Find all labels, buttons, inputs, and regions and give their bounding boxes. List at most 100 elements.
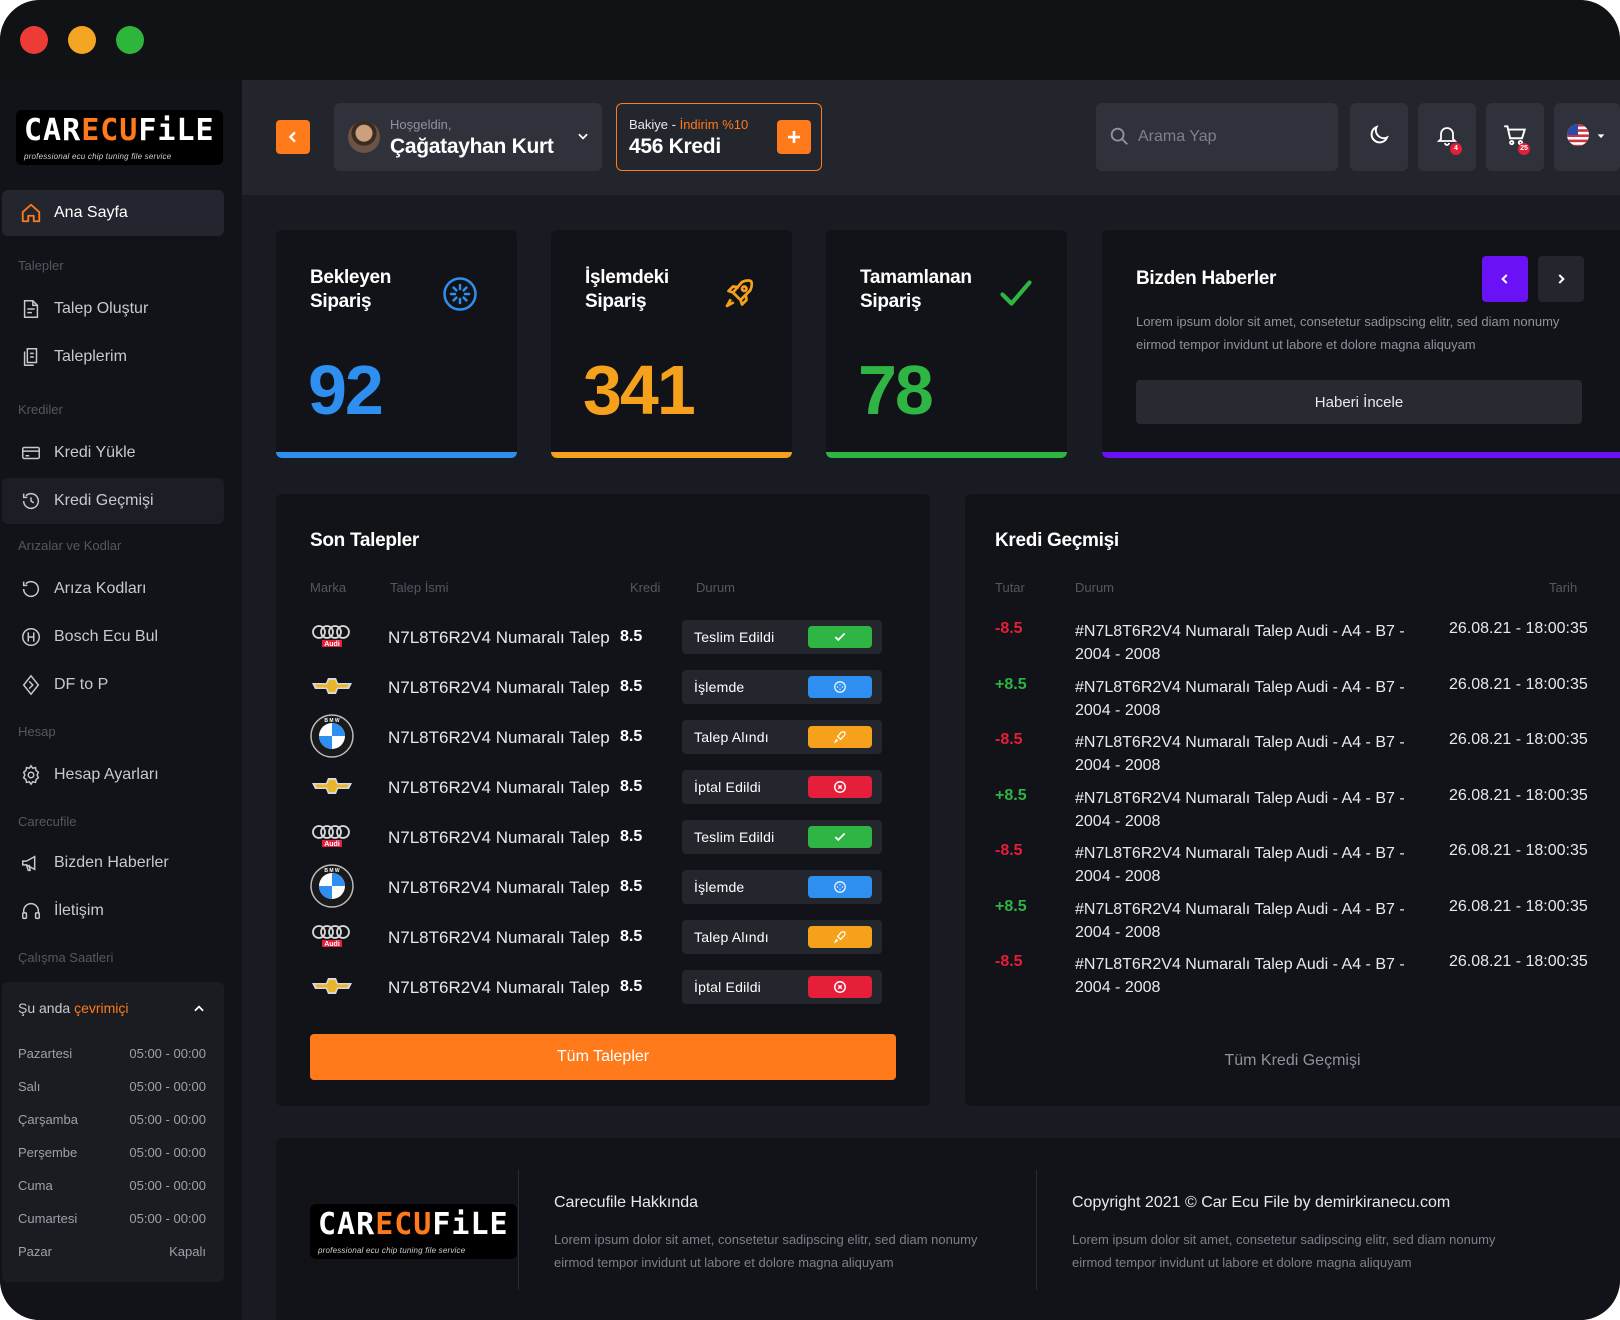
language-selector[interactable] <box>1554 103 1620 171</box>
request-name: N7L8T6R2V4 Numaralı Talep <box>388 678 610 697</box>
column-header-brand: Marka <box>310 580 347 595</box>
refresh-icon <box>18 576 44 602</box>
sidebar: CARECUFiLE professional ecu chip tuning … <box>0 80 242 1320</box>
table-row[interactable]: N7L8T6R2V4 Numaralı Talep 8.5 İşlemde <box>276 662 930 712</box>
column-header-credit: Kredi <box>630 580 661 595</box>
sidebar-item-kredi-yukle[interactable]: Kredi Yükle <box>2 430 224 476</box>
credit-date: 26.08.21 - 18:00:35 <box>1449 842 1588 859</box>
credit-amount: +8.5 <box>995 786 1027 804</box>
status-badge: İptal Edildi <box>682 770 882 804</box>
check-icon <box>998 278 1034 313</box>
cart-button[interactable]: 25 <box>1486 103 1544 171</box>
request-credit: 8.5 <box>620 978 643 995</box>
chevrolet-logo-icon <box>310 966 354 1006</box>
footer-logo: CARECUFiLE professional ecu chip tuning … <box>310 1204 517 1259</box>
sidebar-item-home[interactable]: Ana Sayfa <box>2 190 224 236</box>
table-row[interactable]: N7L8T6R2V4 Numaralı Talep 8.5 İptal Edildi <box>276 762 930 812</box>
stat-card-completed: Tamamlanan Sipariş 78 <box>826 230 1067 458</box>
brand-logo[interactable]: CARECUFiLE professional ecu chip tuning … <box>16 110 223 166</box>
news-accent-bar <box>1102 452 1620 458</box>
credit-date: 26.08.21 - 18:00:35 <box>1449 897 1588 915</box>
sidebar-item-bizden-haberler[interactable]: Bizden Haberler <box>2 840 224 886</box>
view-news-button[interactable]: Haberi İncele <box>1136 380 1582 424</box>
chevrolet-logo-icon <box>310 766 354 806</box>
credit-amount: +8.5 <box>995 675 1027 693</box>
window-maximize-button[interactable] <box>116 26 144 54</box>
table-row[interactable]: Audi N7L8T6R2V4 Numaralı Talep 8.5 Talep Al… <box>276 912 930 962</box>
sidebar-item-bosch-ecu-bul[interactable]: Bosch Ecu Bul <box>2 614 224 660</box>
loading-icon <box>442 276 478 317</box>
add-credit-button[interactable] <box>777 120 811 154</box>
table-row[interactable]: B M W N7L8T6R2V4 Numaralı Talep 8.5 Talep A… <box>276 712 930 762</box>
status-done-icon <box>808 626 872 648</box>
audi-logo-icon: Audi <box>310 916 354 956</box>
status-done-icon <box>808 826 872 848</box>
footer-about-title: Carecufile Hakkında <box>554 1194 699 1211</box>
column-header-status: Durum <box>1075 580 1115 595</box>
stat-title: Tamamlanan Sipariş <box>860 267 972 312</box>
notification-badge: 4 <box>1450 143 1462 155</box>
diamond-icon <box>18 672 44 698</box>
table-row[interactable]: Audi N7L8T6R2V4 Numaralı Talep 8.5 Teslim E… <box>276 612 930 662</box>
news-next-button[interactable] <box>1538 256 1584 302</box>
chevron-up-icon[interactable] <box>192 1002 206 1021</box>
status-badge: Teslim Edildi <box>682 620 882 654</box>
avatar <box>348 121 380 153</box>
request-credit: 8.5 <box>620 628 643 645</box>
svg-text:Audi: Audi <box>324 641 340 648</box>
request-name: N7L8T6R2V4 Numaralı Talep <box>388 828 610 847</box>
list-item: -8.5 #N7L8T6R2V4 Numaralı Talep Audi - A4… <box>965 834 1620 890</box>
notifications-button[interactable]: 4 <box>1418 103 1476 171</box>
gear-icon <box>18 762 44 788</box>
status-badge: Teslim Edildi <box>682 820 882 854</box>
dark-mode-toggle[interactable] <box>1350 103 1408 171</box>
table-row[interactable]: B M W N7L8T6R2V4 Numaralı Talep 8.5 İşlemde <box>276 862 930 912</box>
sidebar-item-ariza-kodlari[interactable]: Arıza Kodları <box>2 566 224 612</box>
hours-row: Cuma 05:00 - 00:00 <box>18 1178 206 1193</box>
bell-icon <box>1435 123 1459 152</box>
status-progress-icon <box>808 676 872 698</box>
credit-amount: -8.5 <box>995 842 1023 859</box>
request-name: N7L8T6R2V4 Numaralı Talep <box>388 778 610 797</box>
column-header-amount: Tutar <box>995 580 1025 595</box>
table-row[interactable]: Audi N7L8T6R2V4 Numaralı Talep 8.5 Teslim E… <box>276 812 930 862</box>
hours-row: Salı 05:00 - 00:00 <box>18 1079 206 1094</box>
column-header-status: Durum <box>696 580 736 595</box>
sidebar-item-talep-olustur[interactable]: Talep Oluştur <box>2 286 224 332</box>
news-prev-button[interactable] <box>1482 256 1528 302</box>
all-credit-history-link[interactable]: Tüm Kredi Geçmişi <box>1224 1052 1361 1069</box>
sidebar-item-iletisim[interactable]: İletişim <box>2 888 224 934</box>
user-menu[interactable]: Hoşgeldin, Çağatayhan Kurt <box>334 103 602 171</box>
all-requests-button[interactable]: Tüm Talepler <box>310 1034 896 1080</box>
sidebar-item-kredi-gecmisi[interactable]: Kredi Geçmişi <box>2 478 224 524</box>
bosch-icon <box>18 624 44 650</box>
credit-date: 26.08.21 - 18:00:35 <box>1449 786 1588 804</box>
credit-date: 26.08.21 - 18:00:35 <box>1449 620 1588 637</box>
table-row[interactable]: N7L8T6R2V4 Numaralı Talep 8.5 İptal Edildi <box>276 962 930 1012</box>
section-talepler: Talepler <box>18 258 64 273</box>
stat-value: 341 <box>583 351 696 429</box>
credit-amount: +8.5 <box>995 897 1027 915</box>
credit-card-icon <box>18 440 44 466</box>
sidebar-item-hesap-ayarlari[interactable]: Hesap Ayarları <box>2 752 224 798</box>
credit-description: #N7L8T6R2V4 Numaralı Talep Audi - A4 - B… <box>1075 623 1405 663</box>
search-icon <box>1108 125 1130 152</box>
request-name: N7L8T6R2V4 Numaralı Talep <box>388 928 610 947</box>
sidebar-item-df-to-p[interactable]: DF to P <box>2 662 224 708</box>
sidebar-item-taleplerim[interactable]: Taleplerim <box>2 334 224 380</box>
balance-box: Bakiye - İndirim %10 456 Kredi <box>616 103 822 171</box>
credit-amount: -8.5 <box>995 731 1023 748</box>
search-input[interactable] <box>1138 123 1318 151</box>
credit-description: #N7L8T6R2V4 Numaralı Talep Audi - A4 - B… <box>1075 900 1405 941</box>
svg-text:B M W: B M W <box>324 868 340 874</box>
stat-accent-bar <box>826 452 1067 458</box>
stat-value: 78 <box>858 351 934 429</box>
brand-tagline: professional ecu chip tuning file servic… <box>24 152 172 161</box>
window-minimize-button[interactable] <box>68 26 96 54</box>
audi-logo-icon: Audi <box>310 616 354 656</box>
credit-description: #N7L8T6R2V4 Numaralı Talep Audi - A4 - B… <box>1075 678 1405 719</box>
sidebar-toggle-button[interactable] <box>276 120 310 154</box>
panel-title: Kredi Geçmişi <box>995 530 1119 551</box>
window-close-button[interactable] <box>20 26 48 54</box>
